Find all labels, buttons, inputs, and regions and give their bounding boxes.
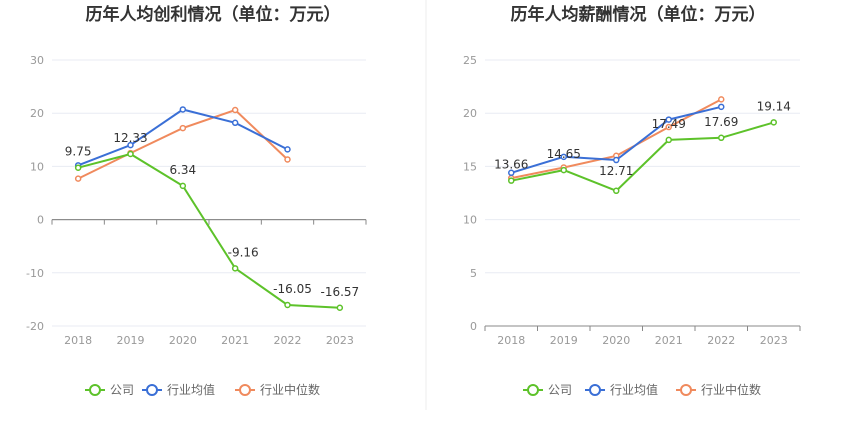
- chart-title: 历年人均薪酬情况（单位：万元）: [511, 4, 766, 25]
- x-tick-label: 2020: [602, 334, 630, 347]
- chart-2: 历年人均薪酬情况（单位：万元） 0 5 10 15 20 25 2018 2019 2020 202…: [463, 4, 801, 397]
- data-point: [179, 124, 187, 132]
- data-label: 14.65: [547, 147, 581, 161]
- x-tick-label: 2021: [655, 334, 683, 347]
- data-point: [665, 123, 672, 131]
- y-tick-label: 30: [30, 54, 44, 67]
- legend-label: 行业中位数: [701, 382, 761, 397]
- legend-item-2: 行业中位数: [676, 382, 761, 397]
- data-point: [560, 153, 567, 161]
- data-label: 12.71: [599, 164, 633, 178]
- data-label: 19.14: [757, 99, 791, 113]
- legend-label: 行业均值: [167, 382, 215, 397]
- legend-marker: [589, 384, 601, 396]
- y-tick-label: 10: [463, 214, 477, 227]
- series-line-0: [511, 121, 775, 192]
- data-point: [284, 146, 291, 153]
- legend-marker: [239, 384, 251, 396]
- data-point: [560, 166, 567, 174]
- legend-label: 公司: [548, 383, 572, 397]
- data-label: -9.16: [228, 245, 259, 259]
- x-tick-label: 2023: [760, 334, 788, 347]
- data-point: [127, 150, 134, 158]
- y-tick-label: -10: [26, 267, 44, 280]
- data-label: 6.34: [169, 163, 196, 177]
- y-tick-label: 20: [30, 107, 44, 120]
- x-tick-label: 2023: [326, 334, 354, 347]
- legend-marker: [680, 384, 692, 396]
- x-tick-label: 2020: [169, 334, 197, 347]
- x-tick-label: 2022: [707, 334, 735, 347]
- x-tick-label: 2022: [274, 334, 302, 347]
- y-tick-label: 0: [37, 214, 44, 227]
- data-point: [284, 156, 291, 163]
- legend-label: 行业中位数: [260, 382, 320, 397]
- data-point: [665, 116, 672, 123]
- y-tick-label: 25: [463, 54, 477, 67]
- data-label: 9.75: [65, 145, 92, 159]
- data-point: [508, 169, 515, 177]
- y-tick-label: 20: [463, 107, 477, 120]
- legend-marker: [146, 384, 158, 396]
- data-label: 17.69: [704, 115, 738, 129]
- chart-title: 历年人均创利情况（单位：万元）: [86, 4, 341, 25]
- x-tick-label: 2019: [550, 334, 578, 347]
- series-line-1: [77, 108, 288, 167]
- legend-marker: [527, 384, 539, 396]
- data-point: [127, 141, 134, 149]
- legend-item-2: 行业中位数: [235, 382, 320, 397]
- x-tick-label: 2018: [497, 334, 525, 347]
- data-point: [179, 182, 187, 190]
- data-label: 13.66: [494, 158, 528, 172]
- data-point: [231, 106, 239, 114]
- chart-1: 历年人均创利情况（单位：万元） -20 -10 0 10 20 30 2018 2019 2020…: [26, 4, 367, 397]
- legend-item-1: 行业均值: [142, 382, 215, 397]
- data-label: 17.49: [652, 117, 686, 131]
- data-point: [508, 177, 515, 184]
- data-point: [336, 304, 344, 312]
- data-point: [74, 164, 82, 171]
- x-tick-label: 2018: [64, 334, 92, 347]
- legend-marker: [89, 384, 101, 396]
- data-point: [284, 301, 291, 309]
- legend-label: 公司: [110, 383, 134, 397]
- x-tick-label: 2021: [221, 334, 249, 347]
- y-tick-label: 15: [463, 160, 477, 173]
- data-point: [231, 265, 239, 272]
- data-label: -16.05: [273, 282, 312, 296]
- data-point: [665, 136, 672, 144]
- data-point: [613, 187, 620, 195]
- y-tick-label: 5: [470, 267, 477, 280]
- data-point: [613, 156, 620, 164]
- y-tick-label: 0: [470, 320, 477, 333]
- legend-item-1: 行业均值: [585, 382, 658, 397]
- data-label: -16.57: [320, 285, 359, 299]
- series-line-0: [77, 152, 340, 309]
- data-point: [179, 106, 187, 113]
- data-point: [74, 175, 82, 182]
- y-tick-label: 10: [30, 160, 44, 173]
- data-point: [770, 119, 777, 126]
- data-point: [718, 96, 725, 103]
- data-point: [231, 119, 239, 127]
- data-point: [718, 134, 725, 142]
- data-label: 12.33: [113, 131, 147, 145]
- data-point: [718, 103, 725, 111]
- y-tick-label: -20: [26, 320, 44, 333]
- legend-item-0: 公司: [523, 383, 572, 397]
- legend-item-0: 公司: [85, 383, 134, 397]
- legend-label: 行业均值: [610, 382, 658, 397]
- x-tick-label: 2019: [117, 334, 145, 347]
